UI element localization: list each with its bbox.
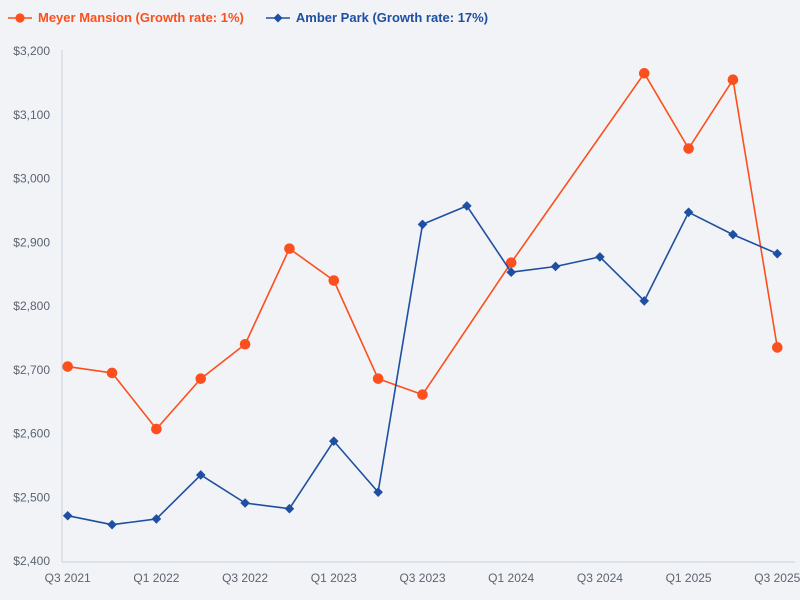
y-tick-label: $2,800	[13, 299, 50, 313]
legend-label-amber-park: Amber Park (Growth rate: 17%)	[295, 10, 489, 25]
amber-park-point-marker	[462, 201, 472, 211]
y-tick-label: $2,900	[13, 235, 50, 249]
x-tick-label: Q1 2025	[666, 571, 712, 585]
amber-park-point-marker	[62, 510, 73, 521]
x-tick-label: Q1 2023	[311, 571, 357, 585]
meyer-mansion-point-marker	[638, 68, 650, 79]
y-tick-label: $3,100	[13, 108, 50, 122]
amber-park-point-marker	[329, 436, 339, 446]
y-tick-label: $2,700	[13, 363, 50, 377]
meyer-mansion-point-marker	[727, 74, 739, 85]
amber-park-point-marker	[772, 248, 783, 259]
y-tick-label: $3,000	[13, 172, 50, 186]
amber-park-point-marker	[284, 503, 295, 514]
amber-park-point-marker	[373, 487, 383, 497]
meyer-mansion-point-marker	[62, 361, 73, 372]
meyer-mansion-point-marker	[239, 338, 251, 350]
circle-marker-icon	[8, 12, 32, 23]
x-tick-label: Q3 2021	[45, 571, 91, 585]
y-tick-label: $2,500	[13, 490, 50, 504]
meyer-mansion-point-marker	[195, 373, 207, 384]
x-tick-label: Q3 2023	[399, 571, 445, 585]
legend-item-meyer-mansion[interactable]: Meyer Mansion (Growth rate: 1%)	[8, 10, 244, 25]
meyer-mansion-point-marker	[505, 257, 517, 268]
x-tick-label: Q1 2024	[488, 571, 534, 585]
meyer-mansion-point-marker	[151, 423, 162, 435]
amber-park-point-marker	[639, 296, 650, 306]
meyer-mansion-point-marker	[417, 389, 428, 400]
x-tick-label: Q3 2022	[222, 571, 268, 585]
legend-label-meyer-mansion: Meyer Mansion (Growth rate: 1%)	[38, 10, 244, 25]
legend-item-amber-park[interactable]: Amber Park (Growth rate: 17%)	[265, 10, 489, 25]
meyer-mansion-point-marker	[328, 275, 340, 286]
amber-park-point-marker	[151, 514, 162, 524]
amber-park-point-marker	[728, 229, 738, 240]
meyer-mansion-point-marker	[284, 243, 295, 254]
x-tick-label: Q1 2022	[133, 571, 179, 585]
meyer-mansion-point-marker	[772, 342, 783, 353]
x-tick-label: Q3 2025	[754, 571, 800, 585]
x-tick-label: Q3 2024	[577, 571, 623, 585]
amber-park-point-marker	[195, 470, 206, 480]
amber-park-point-marker	[683, 207, 694, 218]
amber-park-point-marker	[550, 261, 561, 272]
chart-legend: Meyer Mansion (Growth rate: 1%) Amber Pa…	[8, 10, 488, 25]
y-tick-label: $2,400	[13, 554, 50, 568]
amber-park-point-marker	[417, 219, 428, 230]
amber-park-point-marker	[506, 267, 516, 278]
amber-park-point-marker	[240, 498, 250, 508]
amber-park-point-marker	[107, 519, 117, 530]
meyer-mansion-point-marker	[683, 143, 694, 154]
y-tick-label: $3,200	[13, 44, 50, 58]
amber-park-line	[66, 205, 779, 526]
meyer-mansion-point-marker	[372, 373, 384, 384]
diamond-marker-icon	[265, 13, 290, 22]
y-tick-label: $2,600	[13, 427, 50, 441]
meyer-mansion-line	[66, 72, 779, 430]
amber-park-point-marker	[595, 252, 605, 262]
meyer-mansion-point-marker	[106, 367, 118, 379]
